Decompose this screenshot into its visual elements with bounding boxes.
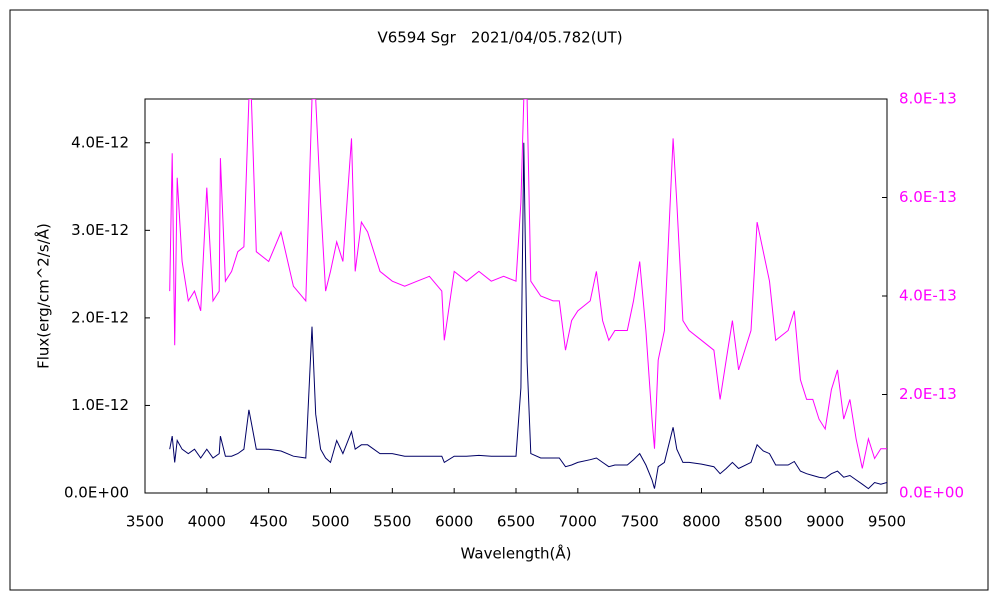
chart-title: V6594 Sgr 2021/04/05.782(UT) (377, 29, 622, 47)
chart-frame (9, 9, 989, 591)
x-tick-label: 4000 (188, 513, 226, 531)
x-tick-label: 4500 (250, 513, 288, 531)
x-tick-label: 8000 (682, 513, 720, 531)
y2-tick-label: 8.0E-13 (899, 90, 957, 108)
x-tick-label: 3500 (126, 513, 164, 531)
x-tick-label: 9000 (806, 513, 844, 531)
x-tick-label: 7500 (621, 513, 659, 531)
x-tick-label: 6500 (497, 513, 535, 531)
x-tick-label: 9500 (868, 513, 906, 531)
spectrum-line (169, 142, 887, 490)
x-tick-label: 5500 (373, 513, 411, 531)
y2-tick-label: 6.0E-13 (899, 188, 957, 206)
x-tick-label: 7000 (559, 513, 597, 531)
y2-tick-label: 0.0E+00 (899, 484, 964, 502)
y-tick-label: 2.0E-12 (71, 308, 129, 326)
spectrum-line (169, 99, 887, 469)
y-axis-label: Flux(erg/cm^2/s/Å) (34, 223, 53, 369)
x-tick-label: 8500 (744, 513, 782, 531)
y2-tick-label: 2.0E-13 (899, 385, 957, 403)
x-tick-label: 5000 (311, 513, 349, 531)
y-tick-label: 3.0E-12 (71, 221, 129, 239)
y-tick-label: 1.0E-12 (71, 396, 129, 414)
y-tick-label: 0.0E+00 (64, 484, 129, 502)
x-tick-label: 6000 (435, 513, 473, 531)
y-tick-label: 4.0E-12 (71, 133, 129, 151)
y2-tick-label: 4.0E-13 (899, 287, 957, 305)
x-axis-label: Wavelength(Å) (461, 544, 572, 563)
